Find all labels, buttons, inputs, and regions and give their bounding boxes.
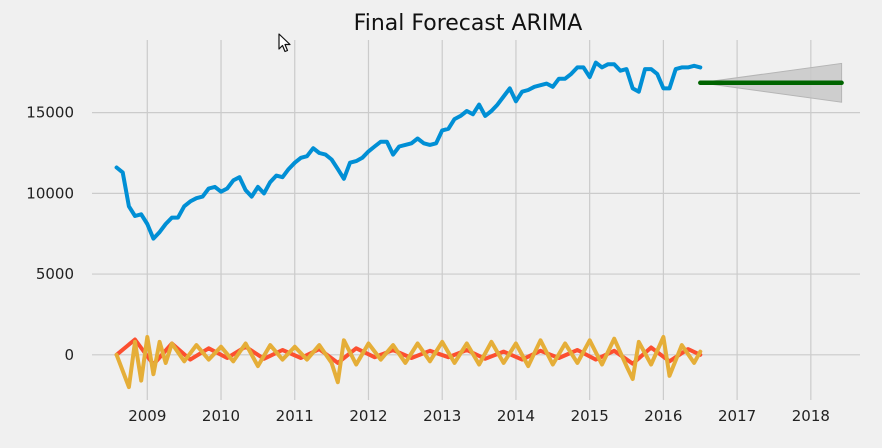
x-tick-label: 2015 [571, 407, 609, 425]
x-tick-label: 2010 [202, 407, 240, 425]
mouse-pointer-icon [278, 33, 291, 53]
x-tick-label: 2014 [497, 407, 535, 425]
y-tick-label: 0 [64, 346, 74, 364]
series-lines [114, 60, 844, 390]
series-line-residuals-yellow [114, 335, 703, 390]
y-tick-label: 5000 [36, 265, 74, 283]
x-tick-label: 2009 [128, 407, 166, 425]
x-tick-label: 2017 [718, 407, 756, 425]
series-line-observed [114, 60, 703, 241]
x-tick-label: 2016 [644, 407, 682, 425]
tick-labels: 2009 2010 2011 2012 2013 2014 2015 2016 2017 2018… [26, 104, 830, 425]
x-tick-label: 2013 [423, 407, 461, 425]
x-tick-label: 2012 [349, 407, 387, 425]
x-tick-label: 2018 [792, 407, 830, 425]
y-tick-label: 10000 [26, 184, 74, 202]
x-tick-label: 2011 [276, 407, 314, 425]
y-tick-label: 15000 [26, 104, 74, 122]
chart-title: Final Forecast ARIMA [354, 11, 583, 36]
